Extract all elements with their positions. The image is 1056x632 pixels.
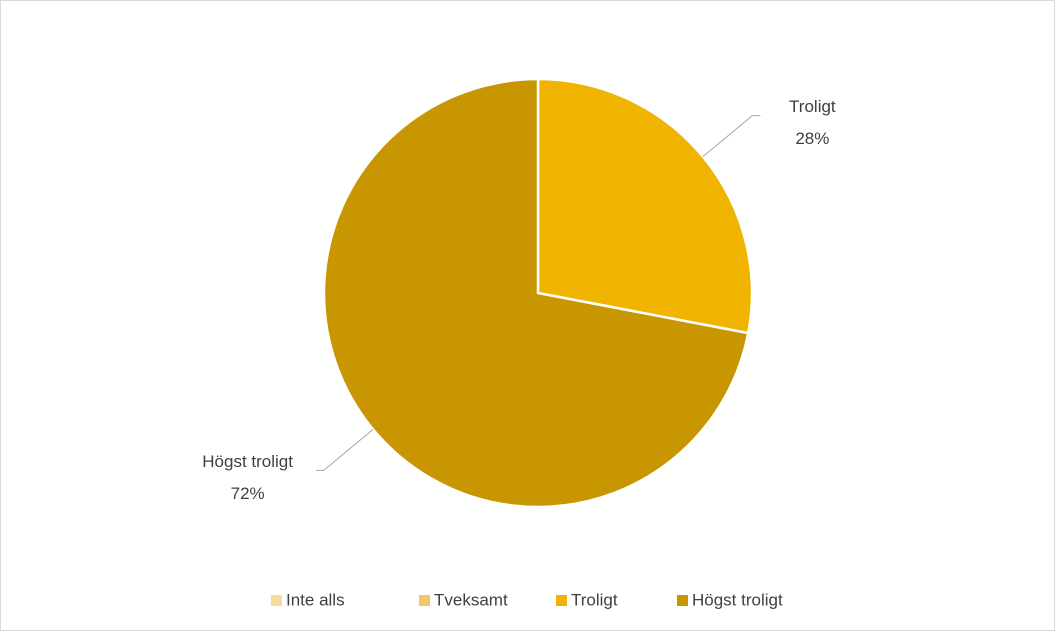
data-label-category: Högst troligt xyxy=(202,452,293,471)
data-label-value: 28% xyxy=(795,129,829,148)
leader-line xyxy=(702,115,761,157)
legend-label: Troligt xyxy=(571,590,618,609)
data-label-category: Troligt xyxy=(789,97,836,116)
leader-line xyxy=(315,429,374,471)
legend-swatch xyxy=(271,595,282,606)
legend-label: Tveksamt xyxy=(434,590,508,609)
legend-swatch xyxy=(419,595,430,606)
legend-label: Högst troligt xyxy=(692,590,783,609)
legend-label: Inte alls xyxy=(286,590,345,609)
legend-swatch xyxy=(677,595,688,606)
data-label-value: 72% xyxy=(231,484,265,503)
legend-swatch xyxy=(556,595,567,606)
pie-slice xyxy=(536,77,754,335)
